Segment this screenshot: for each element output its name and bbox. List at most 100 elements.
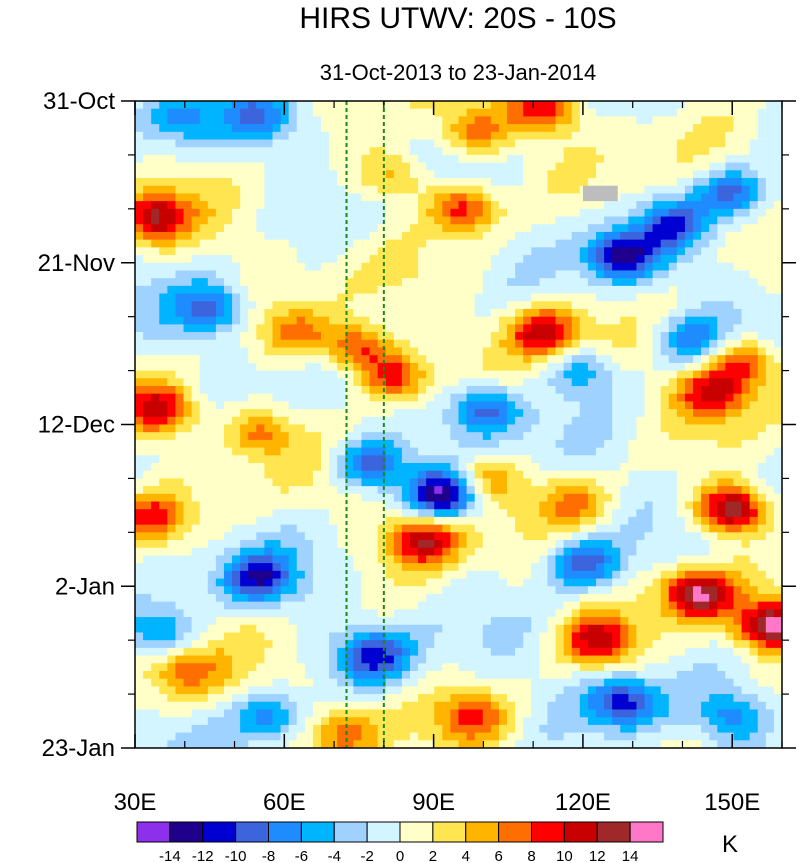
heatmap-cell xyxy=(693,416,702,426)
heatmap-cell xyxy=(337,262,346,272)
heatmap-cell xyxy=(660,385,670,395)
heatmap-cell xyxy=(709,178,718,187)
heatmap-cell xyxy=(361,147,371,156)
heatmap-cell xyxy=(757,332,767,341)
heatmap-cell xyxy=(668,501,678,510)
heatmap-cell xyxy=(507,493,516,503)
heatmap-cell xyxy=(652,563,662,572)
heatmap-cell xyxy=(434,470,443,480)
heatmap-cell xyxy=(296,278,306,287)
heatmap-cell xyxy=(507,432,516,441)
heatmap-cell xyxy=(434,447,443,456)
heatmap-cell xyxy=(507,378,516,387)
heatmap-cell xyxy=(426,347,435,356)
heatmap-cell xyxy=(215,416,225,426)
heatmap-cell xyxy=(709,563,718,572)
heatmap-cell xyxy=(571,409,581,418)
heatmap-cell xyxy=(571,308,581,318)
heatmap-cell xyxy=(668,378,678,387)
heatmap-cell xyxy=(749,162,759,171)
heatmap-cell xyxy=(539,308,549,318)
heatmap-cell xyxy=(337,547,346,557)
heatmap-cell xyxy=(684,501,694,510)
heatmap-cell xyxy=(312,378,322,387)
heatmap-cell xyxy=(304,486,314,495)
heatmap-cell xyxy=(337,478,346,487)
heatmap-cell xyxy=(215,324,225,333)
heatmap-cell xyxy=(167,332,177,341)
heatmap-cell xyxy=(296,332,306,341)
heatmap-cell xyxy=(684,224,694,233)
heatmap-cell xyxy=(571,524,581,533)
heatmap-cell xyxy=(604,255,613,264)
heatmap-cell xyxy=(579,547,589,557)
heatmap-cell xyxy=(167,501,177,510)
heatmap-cell xyxy=(693,378,702,387)
heatmap-cell xyxy=(725,370,735,379)
heatmap-cell xyxy=(612,308,621,318)
heatmap-cell xyxy=(191,224,201,233)
heatmap-cell xyxy=(604,385,613,395)
heatmap-cell xyxy=(684,293,694,302)
heatmap-cell xyxy=(684,193,694,202)
heatmap-cell xyxy=(749,524,759,533)
heatmap-cell xyxy=(175,401,185,410)
heatmap-cell xyxy=(579,516,589,526)
heatmap-cell xyxy=(280,154,290,164)
heatmap-cell xyxy=(223,455,233,464)
heatmap-cell xyxy=(135,416,144,426)
heatmap-cell xyxy=(515,224,524,233)
heatmap-cell xyxy=(377,570,387,580)
heatmap-cell xyxy=(199,439,209,449)
heatmap-cell xyxy=(587,308,597,318)
heatmap-cell xyxy=(458,308,468,318)
heatmap-cell xyxy=(135,555,144,564)
heatmap-cell xyxy=(660,224,670,233)
heatmap-cell xyxy=(409,501,419,510)
heatmap-cell xyxy=(256,378,265,387)
heatmap-cell xyxy=(345,270,354,279)
heatmap-cell xyxy=(143,332,152,341)
heatmap-cell xyxy=(693,563,702,572)
heatmap-cell xyxy=(232,308,241,318)
heatmap-cell xyxy=(555,239,565,248)
heatmap-cell xyxy=(571,509,581,518)
heatmap-cell xyxy=(701,362,710,372)
heatmap-cell xyxy=(523,178,532,187)
heatmap-cell xyxy=(434,108,443,117)
heatmap-cell xyxy=(773,316,782,325)
heatmap-cell xyxy=(280,486,290,495)
heatmap-cell xyxy=(434,216,443,225)
heatmap-cell xyxy=(345,255,354,264)
heatmap-cell xyxy=(587,201,597,210)
heatmap-cell xyxy=(353,308,363,318)
heatmap-cell xyxy=(207,478,217,487)
heatmap-cell xyxy=(385,378,395,387)
heatmap-cell xyxy=(442,393,452,402)
heatmap-cell xyxy=(304,332,314,341)
heatmap-cell xyxy=(288,178,298,187)
heatmap-cell xyxy=(304,101,314,110)
heatmap-cell xyxy=(652,432,662,441)
heatmap-cell xyxy=(248,370,257,379)
heatmap-cell xyxy=(717,447,726,456)
heatmap-cell xyxy=(442,293,452,302)
heatmap-cell xyxy=(660,370,670,379)
heatmap-cell xyxy=(620,339,629,349)
heatmap-cell xyxy=(539,409,549,418)
heatmap-cell xyxy=(296,463,306,472)
heatmap-cell xyxy=(248,224,257,233)
heatmap-cell xyxy=(547,231,557,241)
heatmap-cell xyxy=(151,463,160,472)
heatmap-cell xyxy=(676,540,686,549)
heatmap-cell xyxy=(377,201,387,210)
heatmap-cell xyxy=(353,570,363,580)
heatmap-cell xyxy=(628,432,638,441)
heatmap-cell xyxy=(482,478,492,487)
heatmap-cell xyxy=(312,324,322,333)
heatmap-cell xyxy=(458,139,468,148)
heatmap-cell xyxy=(636,432,646,441)
heatmap-cell xyxy=(636,455,646,464)
heatmap-cell xyxy=(725,555,735,564)
heatmap-cell xyxy=(345,293,354,302)
